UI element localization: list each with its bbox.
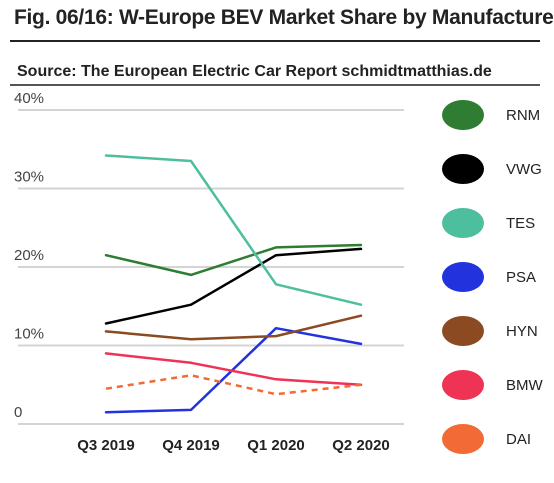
legend-swatch xyxy=(442,208,484,238)
legend-item-hyn: HYN xyxy=(442,316,538,346)
legend-swatch xyxy=(442,370,484,400)
series-line-psa xyxy=(104,326,363,414)
chart-title: Fig. 06/16: W-Europe BEV Market Share by… xyxy=(14,6,554,29)
series-line-dai xyxy=(105,374,362,396)
legend-swatch xyxy=(442,316,484,346)
legend-swatch xyxy=(442,100,484,130)
x-tick-label: Q2 2020 xyxy=(332,437,390,454)
title-divider xyxy=(10,40,540,42)
x-tick-label: Q3 2019 xyxy=(77,437,135,454)
legend-item-psa: PSA xyxy=(442,262,536,292)
legend-label: PSA xyxy=(506,268,537,286)
x-tick-label: Q4 2019 xyxy=(162,437,220,454)
legend-swatch xyxy=(442,154,484,184)
series-line-rnm xyxy=(104,243,363,277)
legend-label: HYN xyxy=(506,322,538,340)
legend-swatch xyxy=(442,424,484,454)
legend-label: DAI xyxy=(506,430,532,448)
series-line-hyn xyxy=(104,314,363,341)
y-tick-label: 0 xyxy=(14,404,22,421)
legend-label: TES xyxy=(506,214,536,232)
y-tick-label: 10% xyxy=(14,326,44,343)
legend-label: VWG xyxy=(506,160,542,178)
legend-label: RNM xyxy=(506,106,541,124)
y-tick-label: 20% xyxy=(14,247,44,264)
legend-item-dai: DAI xyxy=(442,424,531,454)
series-line-vwg xyxy=(104,247,363,325)
legend-swatch xyxy=(442,262,484,292)
series-line-tes xyxy=(104,154,363,306)
legend-item-tes: TES xyxy=(442,208,535,238)
legend-item-rnm: RNM xyxy=(442,100,540,130)
y-tick-label: 40% xyxy=(14,90,44,107)
chart-source: Source: The European Electric Car Report… xyxy=(17,63,492,80)
legend-label: BMW xyxy=(506,376,543,394)
legend-item-vwg: VWG xyxy=(442,154,542,184)
legend-item-bmw: BMW xyxy=(442,370,543,400)
x-tick-label: Q1 2020 xyxy=(247,437,305,454)
series-line-bmw xyxy=(104,352,363,387)
source-divider xyxy=(10,84,540,86)
y-tick-label: 30% xyxy=(14,169,44,186)
